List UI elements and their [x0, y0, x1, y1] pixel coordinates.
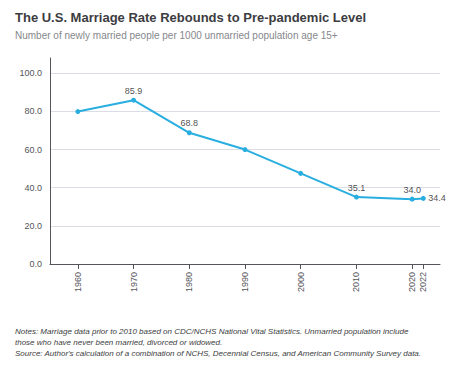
svg-text:those who have never been marr: those who have never been married, divor… — [15, 338, 222, 347]
svg-text:2020: 2020 — [407, 272, 417, 292]
svg-text:85.9: 85.9 — [125, 86, 143, 96]
svg-text:34.4: 34.4 — [428, 193, 446, 203]
svg-text:Source: Author's calculation o: Source: Author's calculation of a combin… — [15, 349, 421, 358]
svg-text:0.0: 0.0 — [29, 259, 42, 269]
svg-text:100.0: 100.0 — [19, 68, 42, 78]
svg-text:60.0: 60.0 — [24, 145, 42, 155]
svg-text:40.0: 40.0 — [24, 183, 42, 193]
svg-text:Notes: Marriage data prior to: Notes: Marriage data prior to 2010 based… — [15, 327, 409, 336]
svg-text:Number of newly married people: Number of newly married people per 1000 … — [15, 30, 338, 41]
svg-text:1960: 1960 — [73, 272, 83, 292]
svg-text:1990: 1990 — [240, 272, 250, 292]
svg-text:1980: 1980 — [184, 272, 194, 292]
svg-text:2000: 2000 — [296, 272, 306, 292]
svg-text:20.0: 20.0 — [24, 221, 42, 231]
svg-text:2010: 2010 — [351, 272, 361, 292]
svg-text:35.1: 35.1 — [348, 183, 366, 193]
svg-text:80.0: 80.0 — [24, 106, 42, 116]
svg-text:34.0: 34.0 — [403, 185, 421, 195]
svg-text:2022: 2022 — [418, 272, 428, 292]
svg-text:1970: 1970 — [129, 272, 139, 292]
svg-text:68.8: 68.8 — [181, 118, 199, 128]
svg-text:The U.S. Marriage Rate Rebound: The U.S. Marriage Rate Rebounds to Pre-p… — [15, 10, 366, 25]
